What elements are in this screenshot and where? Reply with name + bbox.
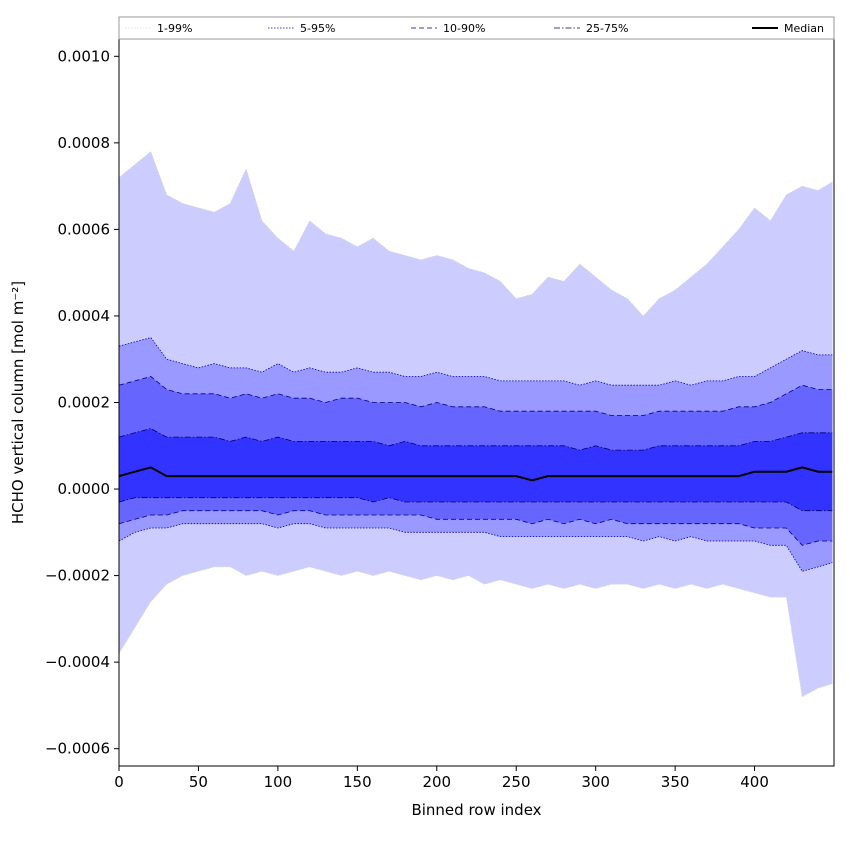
y-tick-label: 0.0004	[58, 307, 111, 325]
x-axis: 0 50 100 150 200 250 300 350 400	[114, 766, 769, 791]
legend-item: 5-95%	[268, 22, 335, 35]
legend-item: 25-75%	[554, 22, 628, 35]
band-lower-line-2	[119, 510, 833, 546]
legend-label: 1-99%	[157, 22, 192, 35]
x-axis-label: Binned row index	[411, 801, 541, 819]
x-tick-label: 300	[581, 773, 610, 791]
percentile-bands	[119, 151, 833, 697]
y-axis: −0.0006 −0.0004 −0.0002 0.0000 0.0002 0.0004 0…	[45, 47, 119, 758]
x-tick-label: 200	[422, 773, 451, 791]
x-tick-label: 0	[114, 773, 124, 791]
band-upper-line-3	[119, 428, 833, 451]
legend-label: 5-95%	[300, 22, 335, 35]
legend-item: Median	[752, 22, 824, 35]
y-tick-label: 0.0008	[58, 134, 111, 152]
x-tick-label: 100	[264, 773, 293, 791]
legend-label: Median	[784, 22, 824, 35]
band-lower-line-1	[119, 523, 833, 572]
legend-item: 1-99%	[125, 22, 192, 35]
band-lower-line-0	[119, 566, 833, 698]
y-tick-label: 0.0010	[58, 47, 111, 65]
y-tick-label: 0.0006	[58, 220, 111, 238]
legend-label: 25-75%	[586, 22, 628, 35]
x-tick-label: 400	[740, 773, 769, 791]
band-fill-3	[119, 428, 833, 511]
y-tick-label: 0.0002	[58, 394, 111, 412]
x-tick-label: 250	[502, 773, 531, 791]
legend-label: 10-90%	[443, 22, 485, 35]
x-tick-label: 150	[343, 773, 372, 791]
x-tick-label: 350	[661, 773, 690, 791]
y-tick-label: −0.0002	[45, 567, 110, 585]
x-tick-label: 50	[189, 773, 208, 791]
y-axis-label: HCHO vertical column [mol m⁻²]	[9, 281, 27, 524]
legend-box	[118, 16, 835, 40]
band-upper-line-2	[119, 376, 833, 416]
y-tick-label: 0.0000	[58, 480, 111, 498]
legend: 1-99% 5-95% 10-90% 25-75% Median	[118, 16, 835, 40]
legend-item: 10-90%	[411, 22, 485, 35]
median-line	[119, 466, 833, 482]
band-upper-line-0	[119, 150, 833, 317]
median-line-group	[119, 466, 833, 482]
percentile-lines	[119, 150, 833, 698]
band-lower-line-3	[119, 497, 833, 512]
y-tick-label: −0.0004	[45, 653, 110, 671]
y-tick-label: −0.0006	[45, 740, 110, 758]
